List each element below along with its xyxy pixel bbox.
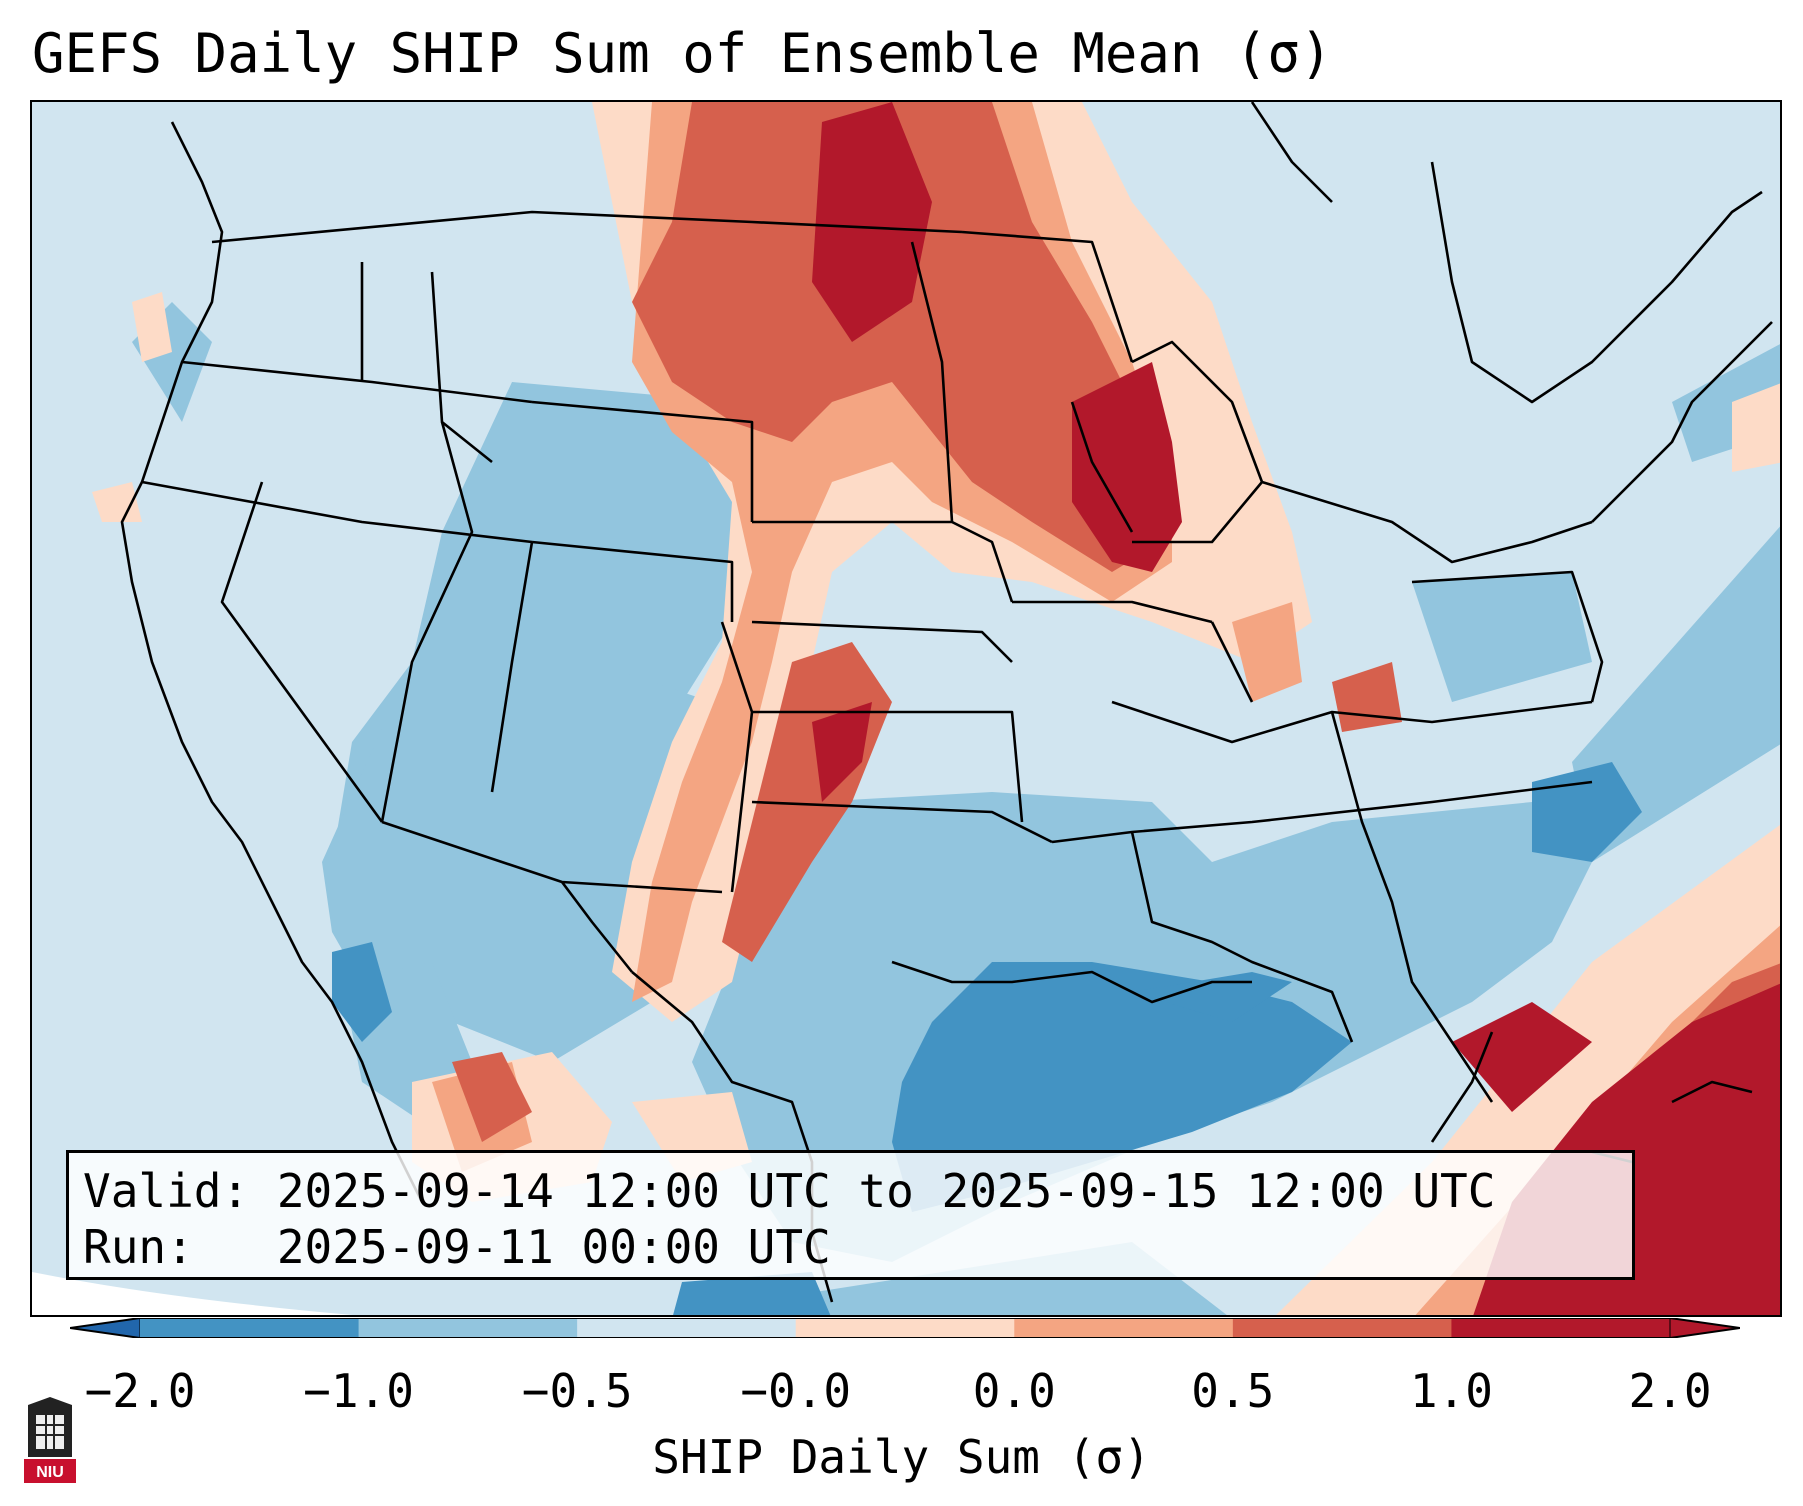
colorbar-tick-label: −1.0	[303, 1364, 414, 1418]
chart-title: GEFS Daily SHIP Sum of Ensemble Mean (σ)	[32, 22, 1333, 85]
map-canvas	[32, 102, 1780, 1315]
colorbar-tick-label: −0.0	[740, 1364, 852, 1418]
colorbar-tick-label: 0.5	[1191, 1364, 1275, 1418]
colorbar-over-arrow	[1669, 1318, 1740, 1338]
colorbar-under-arrow	[70, 1318, 141, 1338]
colorbar-bin-1	[358, 1318, 578, 1338]
colorbar-tick-label: 1.0	[1409, 1364, 1493, 1418]
colorbar-label: SHIP Daily Sum (σ)	[652, 1430, 1151, 1484]
run-time-text: Run: 2025-09-11 00:00 UTC	[83, 1220, 831, 1274]
colorbar-bin-2	[577, 1318, 797, 1338]
colorbar-bin-3	[795, 1318, 1015, 1338]
colorbar-bin-4	[1014, 1318, 1234, 1338]
valid-run-info-box: Valid: 2025-09-14 12:00 UTC to 2025-09-1…	[66, 1150, 1635, 1280]
colorbar-tick-label: −2.0	[84, 1364, 196, 1418]
projection-edge	[32, 1272, 353, 1315]
colorbar	[70, 1318, 1740, 1338]
state-and-coast-lines	[120, 102, 1773, 1303]
colorbar-tick-label: −0.5	[521, 1364, 633, 1418]
colorbar-bin-6	[1451, 1318, 1671, 1338]
colorbar-bin-0	[140, 1318, 360, 1338]
map-panel	[30, 100, 1782, 1317]
niu-logo: NIU	[24, 1397, 76, 1483]
colorbar-tick-label: 2.0	[1628, 1364, 1712, 1418]
colorbar-tick-label: 0.0	[972, 1364, 1056, 1418]
colorbar-bin-5	[1232, 1318, 1452, 1338]
valid-time-text: Valid: 2025-09-14 12:00 UTC to 2025-09-1…	[83, 1164, 1496, 1218]
logo-text: NIU	[36, 1464, 64, 1481]
